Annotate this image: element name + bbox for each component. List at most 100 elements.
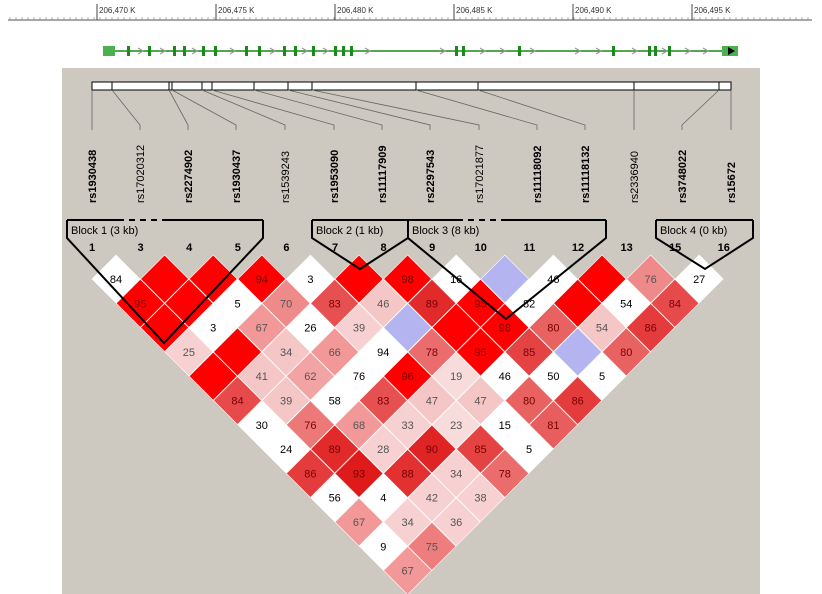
ld-cell[interactable]	[383, 448, 433, 498]
ld-cell[interactable]	[601, 278, 651, 328]
ld-cell[interactable]	[577, 303, 627, 353]
ld-cell[interactable]	[407, 278, 457, 328]
ld-cell[interactable]	[504, 327, 554, 377]
ld-cell[interactable]	[431, 497, 481, 547]
snp-name-label[interactable]: rs11117909	[377, 145, 389, 203]
ld-cell[interactable]	[310, 327, 360, 377]
ld-cell[interactable]	[577, 254, 627, 304]
ld-cell[interactable]	[237, 254, 287, 304]
ld-cell[interactable]	[285, 448, 335, 498]
snp-name-label[interactable]: rs2336940	[629, 151, 641, 203]
ld-cell[interactable]	[553, 278, 603, 328]
ld-cell[interactable]	[334, 497, 384, 547]
ld-cell[interactable]	[237, 351, 287, 401]
ld-cell[interactable]	[310, 376, 360, 425]
ld-cell[interactable]	[626, 254, 676, 304]
ld-cell[interactable]	[358, 473, 408, 523]
ld-cell[interactable]	[188, 351, 238, 401]
ld-cell[interactable]	[480, 400, 530, 450]
ld-cell[interactable]	[188, 254, 238, 304]
ld-cell[interactable]	[334, 351, 384, 401]
ld-cell[interactable]	[456, 278, 505, 328]
ld-cell[interactable]	[237, 303, 287, 353]
ld-cell[interactable]	[358, 376, 408, 425]
ld-cell[interactable]	[213, 278, 262, 328]
ld-cell[interactable]	[140, 254, 190, 304]
ld-cell[interactable]	[383, 546, 433, 594]
snp-name-label[interactable]: rs2297543	[425, 150, 437, 203]
ld-cell[interactable]	[383, 303, 433, 353]
ld-cell[interactable]	[480, 303, 530, 353]
ld-cell[interactable]	[407, 521, 457, 571]
ld-cell[interactable]	[601, 327, 651, 377]
ld-cell[interactable]	[383, 400, 433, 450]
ld-cell[interactable]	[528, 400, 578, 450]
ld-cell[interactable]	[383, 254, 433, 304]
ld-cell[interactable]	[334, 400, 384, 450]
snp-name-label[interactable]: rs2274902	[183, 150, 195, 203]
snp-name-label[interactable]: rs11118092	[532, 145, 544, 203]
ld-cell[interactable]	[626, 303, 676, 353]
ld-cell[interactable]	[456, 327, 505, 377]
ld-cell[interactable]	[431, 351, 481, 401]
snp-name-label[interactable]: rs15672	[726, 162, 738, 203]
ld-cell[interactable]	[334, 303, 384, 353]
ld-cell[interactable]	[261, 376, 311, 425]
snp-name-label[interactable]: rs1930437	[231, 150, 243, 203]
snp-name-label[interactable]: rs17021877	[474, 145, 486, 203]
snp-name-label[interactable]: rs1953090	[329, 150, 341, 203]
ld-cell[interactable]	[91, 254, 141, 304]
ld-cell[interactable]	[358, 424, 408, 474]
ld-cell[interactable]	[310, 278, 360, 328]
snp-name-label[interactable]: rs1930438	[87, 150, 99, 203]
ld-cell[interactable]	[407, 424, 457, 474]
ld-cell[interactable]	[456, 424, 505, 474]
ld-cell[interactable]	[334, 254, 384, 304]
ld-cell[interactable]	[358, 521, 408, 571]
ld-cell[interactable]	[285, 254, 335, 304]
ld-cell[interactable]	[504, 376, 554, 425]
ld-cell[interactable]	[310, 473, 360, 523]
ld-cell[interactable]	[431, 400, 481, 450]
ld-cell[interactable]	[480, 254, 530, 304]
ld-cell[interactable]	[528, 351, 578, 401]
block-label[interactable]: Block 1 (3 kb)	[71, 225, 138, 237]
ld-cell[interactable]	[407, 376, 457, 425]
ld-cell[interactable]	[334, 448, 384, 498]
ld-cell[interactable]	[285, 303, 335, 353]
ld-cell[interactable]	[164, 327, 214, 377]
ld-cell[interactable]	[456, 376, 505, 425]
ld-cell[interactable]	[310, 424, 360, 474]
ld-cell[interactable]	[650, 278, 700, 328]
ld-cell[interactable]	[480, 448, 530, 498]
ld-cell[interactable]	[674, 254, 724, 304]
ld-cell[interactable]	[431, 303, 481, 353]
ld-cell[interactable]	[383, 497, 433, 547]
ld-cell[interactable]	[237, 400, 287, 450]
ld-cell[interactable]	[407, 473, 457, 523]
ld-cell[interactable]	[456, 473, 505, 523]
snp-name-label[interactable]: rs17020312	[135, 145, 147, 203]
block-label[interactable]: Block 3 (8 kb)	[412, 225, 479, 237]
ld-cell[interactable]	[553, 327, 603, 377]
ld-cell[interactable]	[188, 303, 238, 353]
ld-cell[interactable]	[480, 351, 530, 401]
ld-cell[interactable]	[577, 351, 627, 401]
ld-cell[interactable]	[261, 278, 311, 328]
ld-cell[interactable]	[431, 448, 481, 498]
ld-cell[interactable]	[358, 327, 408, 377]
ld-cell[interactable]	[261, 424, 311, 474]
ld-cell[interactable]	[407, 327, 457, 377]
ld-cell[interactable]	[383, 351, 433, 401]
ld-cell[interactable]	[164, 278, 214, 328]
ld-cell[interactable]	[553, 376, 603, 425]
ld-cell[interactable]	[115, 278, 165, 328]
ld-cell[interactable]	[285, 400, 335, 450]
ld-cell[interactable]	[528, 303, 578, 353]
ld-cell[interactable]	[358, 278, 408, 328]
ld-cell[interactable]	[140, 303, 190, 353]
ld-cell[interactable]	[285, 351, 335, 401]
block-label[interactable]: Block 4 (0 kb)	[660, 225, 727, 237]
block-label[interactable]: Block 2 (1 kb)	[316, 225, 383, 237]
ld-cell[interactable]	[504, 424, 554, 474]
